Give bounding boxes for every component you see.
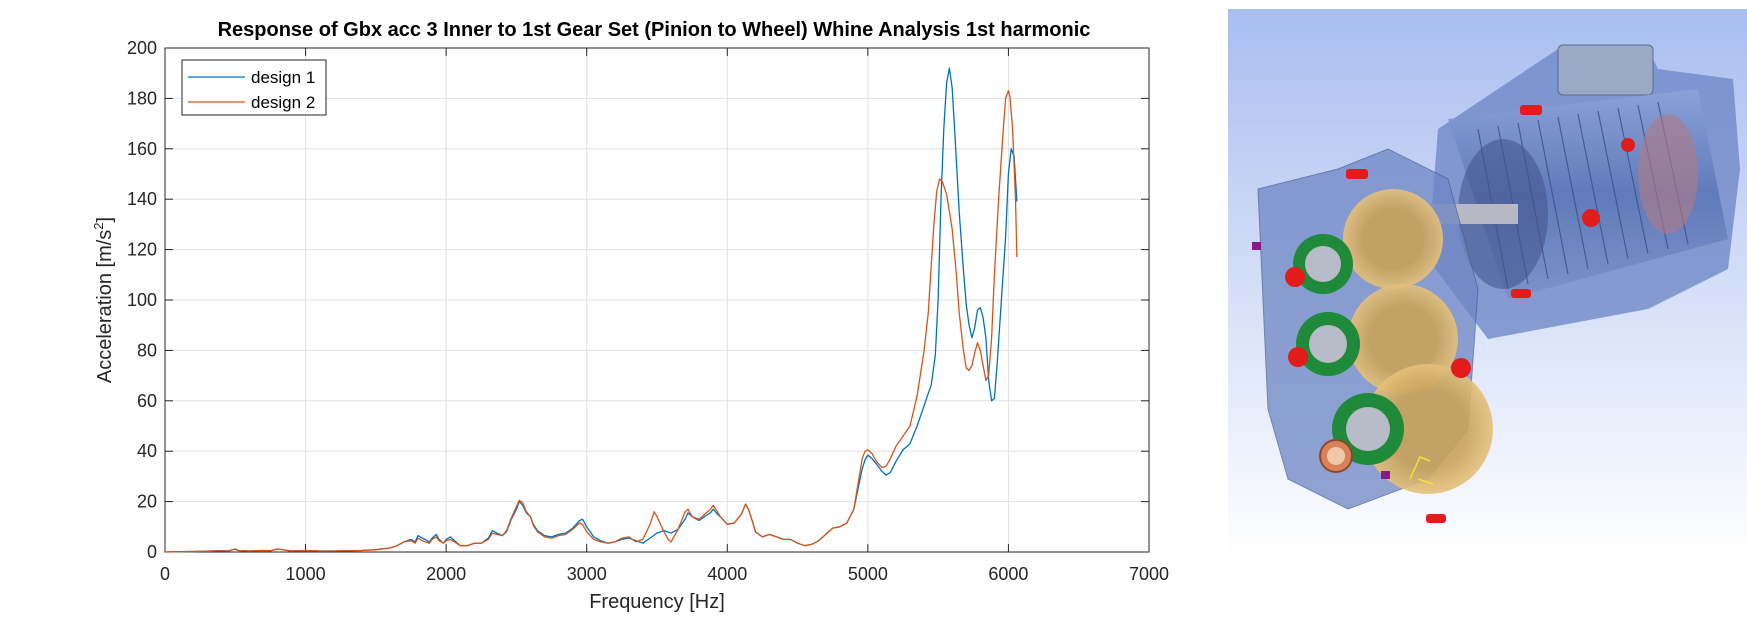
coordinate-triad	[1409, 456, 1434, 485]
y-tick-label: 160	[127, 139, 157, 159]
x-tick-label: 7000	[1129, 564, 1169, 584]
gear-case	[1257, 148, 1493, 510]
x-tick-label: 6000	[988, 564, 1028, 584]
y-tick-label: 40	[137, 441, 157, 461]
response-chart: 0 1000 2000 3000 4000 5000 6000 7000 0 20 40 60 80 10…	[91, 19, 1169, 613]
y-axis-label: Acceleration [m/s2]	[91, 217, 116, 383]
y-tick-label: 80	[137, 340, 157, 360]
series-line-design-1	[164, 67, 1018, 553]
legend: design 1 design 2	[181, 59, 327, 116]
x-tick-label: 3000	[567, 564, 607, 584]
purple-markers	[1252, 242, 1390, 479]
y-tick-label: 20	[137, 492, 157, 512]
y-tick-label: 200	[127, 38, 157, 58]
grid-lines	[165, 48, 1149, 552]
red-mount-bushings	[1285, 105, 1635, 523]
chart-title: Response of Gbx acc 3 Inner to 1st Gear …	[218, 19, 1091, 41]
x-tick-label: 1000	[286, 564, 326, 584]
y-tick-label: 60	[137, 391, 157, 411]
legend-label-design-1: design 1	[251, 68, 315, 87]
x-tick-label: 4000	[707, 564, 747, 584]
x-tick-label: 0	[160, 564, 170, 584]
y-tick-label: 180	[127, 88, 157, 108]
axis-ticks: 0 1000 2000 3000 4000 5000 6000 7000 0 20 40 60 80 10…	[127, 38, 1169, 584]
legend-label-design-2: design 2	[251, 93, 315, 112]
y-tick-label: 0	[147, 542, 157, 562]
y-tick-label: 140	[127, 189, 157, 209]
y-axis-label-sup: 2	[91, 222, 106, 229]
y-axis-label-tail: ]	[94, 217, 116, 223]
x-tick-label: 5000	[848, 564, 888, 584]
motor-housing	[1428, 44, 1740, 339]
legend-box	[181, 59, 327, 116]
y-tick-label: 120	[127, 240, 157, 260]
y-axis-label-main: Acceleration [m/s	[94, 230, 116, 383]
series-layer	[164, 67, 1018, 553]
y-tick-label: 100	[127, 290, 157, 310]
gearbox-3d-render	[1228, 9, 1747, 562]
series-line-design-2	[164, 90, 1018, 553]
x-tick-label: 2000	[426, 564, 466, 584]
x-axis-label: Frequency [Hz]	[589, 591, 725, 613]
